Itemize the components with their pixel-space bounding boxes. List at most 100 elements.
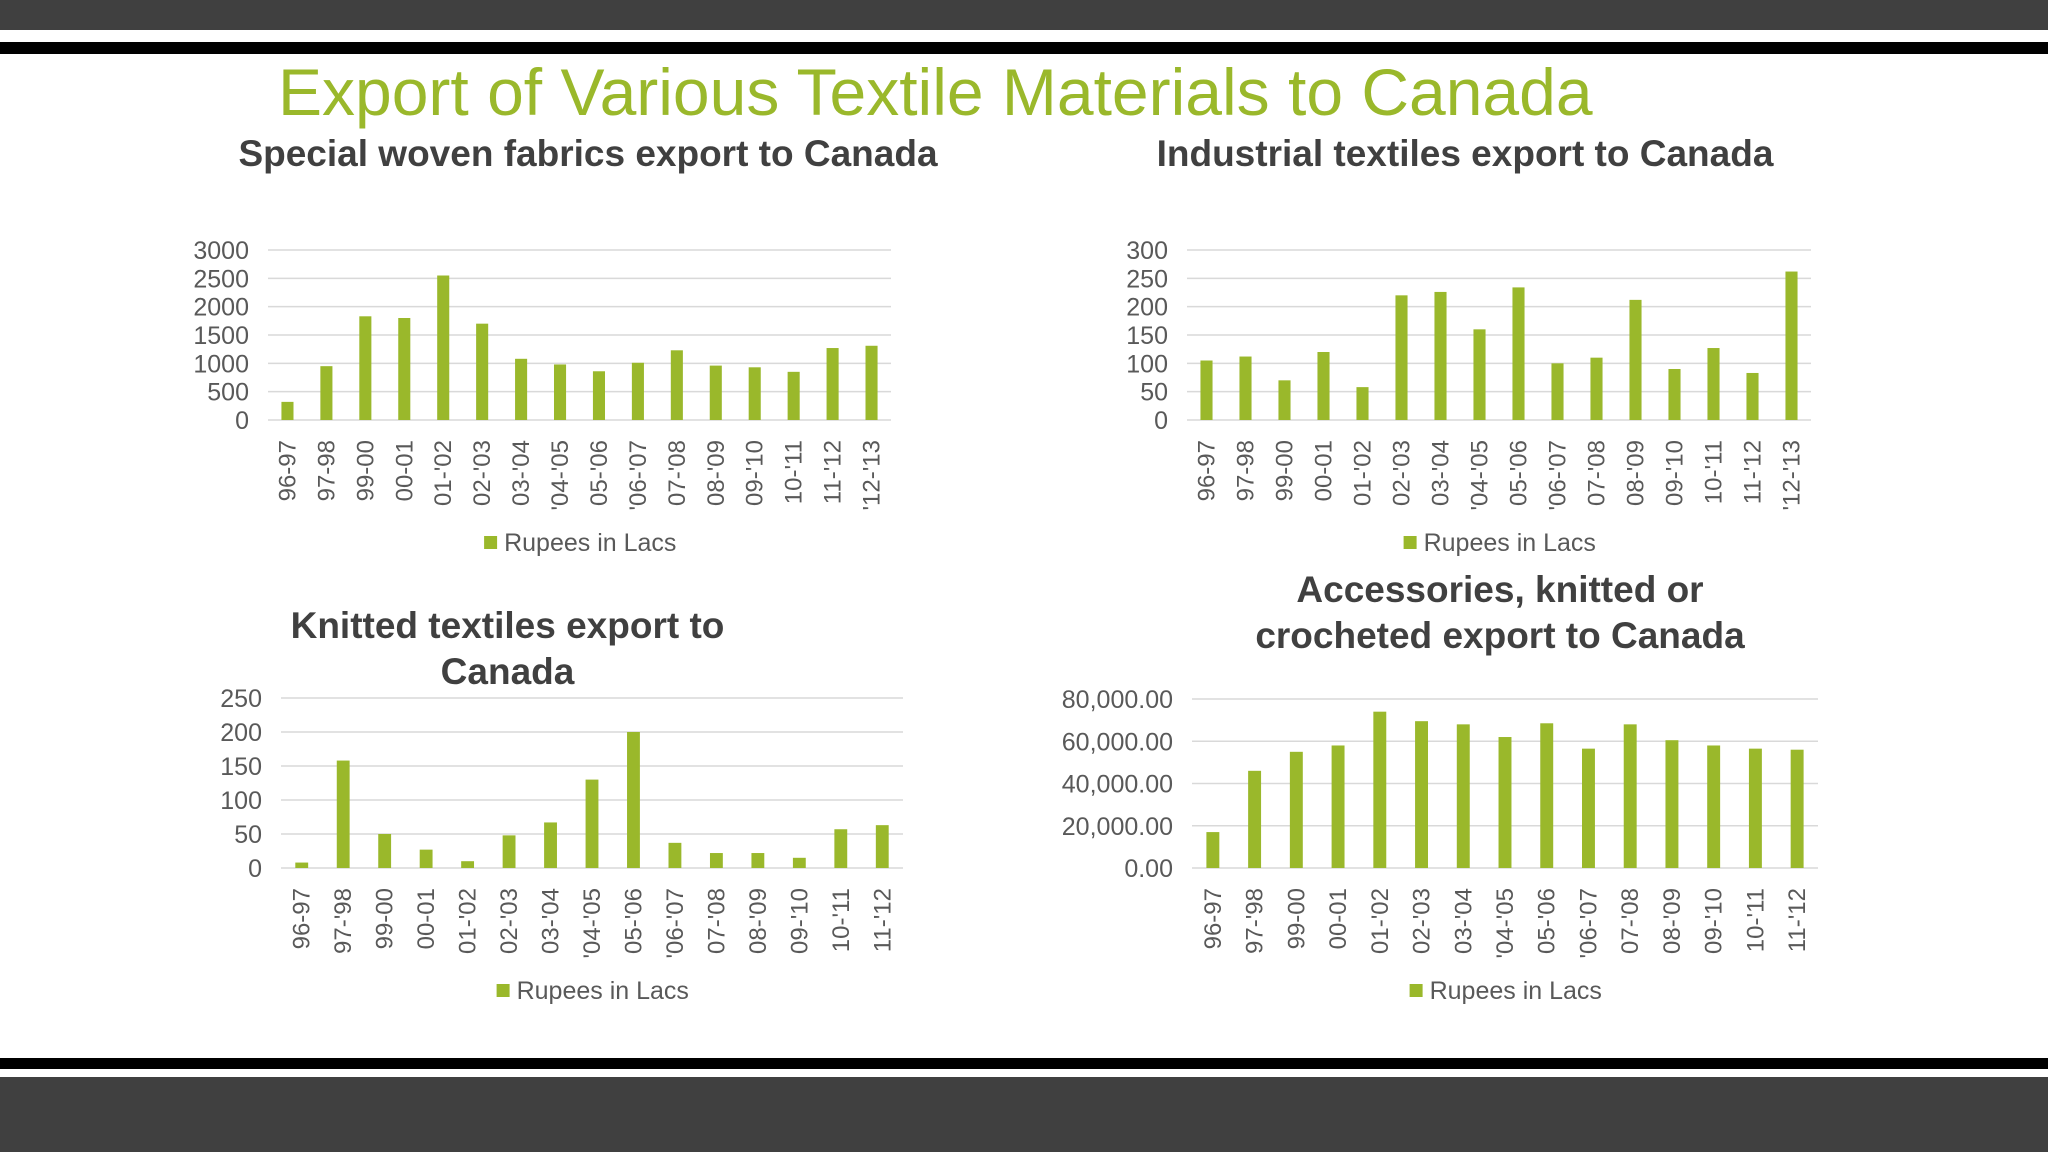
y-tick-label: 250: [1126, 265, 1168, 293]
x-tick-label: 05-'06: [1534, 888, 1561, 954]
x-tick-label: '04-'05: [1492, 888, 1519, 959]
x-tick-label: 07-'08: [664, 440, 691, 506]
bar: [281, 401, 294, 420]
bar: [748, 367, 761, 420]
x-tick-label: 96-97: [1194, 440, 1221, 501]
bar: [670, 350, 683, 420]
legend-swatch: [496, 984, 510, 997]
x-tick-label: 09-'10: [1701, 888, 1728, 954]
x-tick-label: 03-'04: [508, 440, 535, 506]
bar: [437, 275, 450, 420]
legend-label: Rupees in Lacs: [504, 529, 676, 557]
bar: [865, 345, 878, 420]
x-tick-label: 10-'11: [1742, 888, 1769, 952]
legend-label: Rupees in Lacs: [1430, 977, 1602, 1005]
x-tick-label: 01-'02: [430, 440, 457, 506]
x-tick-label: 09-'10: [742, 440, 769, 506]
bar: [792, 857, 806, 868]
x-tick-label: 03-'04: [1450, 888, 1477, 954]
x-tick-label: '06-'07: [1575, 888, 1602, 959]
x-tick-label: 99-00: [372, 888, 399, 949]
bar: [1395, 295, 1408, 420]
x-tick-label: 08-'09: [1659, 888, 1686, 954]
bar: [320, 366, 333, 420]
x-tick-label: 96-97: [274, 440, 301, 501]
y-tick-label: 200: [1126, 294, 1168, 322]
bar: [1623, 724, 1637, 868]
bar: [1498, 737, 1512, 868]
bar: [1456, 724, 1470, 868]
x-tick-label: 11-'12: [869, 888, 896, 952]
x-tick-label: 01-'02: [455, 888, 482, 954]
y-tick-label: 300: [1126, 237, 1168, 265]
x-tick-label: 02-'03: [1389, 440, 1416, 506]
x-tick-label: 01-'02: [1350, 440, 1377, 506]
y-tick-label: 3000: [193, 237, 249, 265]
x-tick-label: 11-'12: [1740, 440, 1767, 504]
y-tick-label: 40,000.00: [1062, 771, 1173, 799]
y-tick-label: 2500: [193, 265, 249, 293]
y-tick-label: 0.00: [1124, 855, 1173, 883]
bar: [378, 834, 392, 868]
x-tick-label: 11-'12: [1784, 888, 1811, 952]
bar: [1590, 357, 1603, 420]
x-tick-label: '12-'13: [1779, 440, 1806, 511]
y-tick-label: 2000: [193, 294, 249, 322]
bar: [398, 318, 411, 420]
bar: [875, 825, 889, 868]
x-tick-label: 08-'09: [703, 440, 730, 506]
x-tick-label: 09-'10: [786, 888, 813, 954]
bar: [1317, 352, 1330, 420]
x-tick-label: 99-00: [1283, 888, 1310, 949]
x-tick-label: 99-00: [1272, 440, 1299, 501]
bar: [1665, 740, 1679, 868]
y-tick-label: 50: [234, 821, 262, 849]
y-tick-label: 1500: [193, 322, 249, 350]
legend-swatch: [484, 536, 498, 549]
bar: [627, 732, 640, 868]
y-tick-label: 200: [220, 719, 262, 747]
y-tick-label: 150: [1126, 322, 1168, 350]
bar: [585, 779, 599, 868]
bar: [1289, 751, 1303, 868]
x-tick-label: 97-98: [1233, 440, 1260, 501]
bar: [1473, 329, 1486, 420]
y-tick-label: 60,000.00: [1062, 728, 1173, 756]
bar: [461, 861, 475, 868]
x-tick-label: 97-98: [313, 440, 340, 501]
x-tick-label: 96-97: [289, 888, 316, 949]
y-tick-label: 500: [207, 379, 249, 407]
bar: [1239, 356, 1252, 420]
x-tick-label: '06-'07: [625, 440, 652, 511]
bar: [1551, 363, 1564, 420]
x-tick-label: 02-'03: [1409, 888, 1436, 954]
y-tick-label: 1000: [193, 350, 249, 378]
slide-title: Export of Various Textile Materials to C…: [278, 55, 1593, 129]
x-tick-label: '12-'13: [859, 440, 886, 511]
chart-2-title: Industrial textiles export to Canada: [1156, 133, 1774, 174]
bottom-rule: [0, 1058, 2048, 1069]
y-tick-label: 0: [235, 407, 249, 435]
y-tick-label: 100: [220, 787, 262, 815]
bar: [787, 371, 800, 420]
bar: [476, 323, 489, 420]
y-tick-label: 0: [248, 855, 262, 883]
legend-swatch: [1403, 536, 1417, 549]
x-tick-label: 97-'98: [330, 888, 357, 954]
bar: [1434, 291, 1447, 420]
bar: [1785, 271, 1798, 420]
bar: [709, 853, 723, 868]
bar: [336, 760, 350, 868]
bar: [1200, 360, 1213, 420]
bar: [1373, 711, 1387, 868]
bar: [1790, 749, 1804, 868]
bar: [1248, 770, 1262, 868]
x-tick-label: 05-'06: [586, 440, 613, 506]
x-tick-label: '06-'07: [1545, 440, 1572, 511]
top-rule: [0, 42, 2048, 54]
bar: [544, 822, 557, 868]
x-tick-label: 08-'09: [1623, 440, 1650, 506]
x-tick-label: 96-97: [1200, 888, 1227, 949]
